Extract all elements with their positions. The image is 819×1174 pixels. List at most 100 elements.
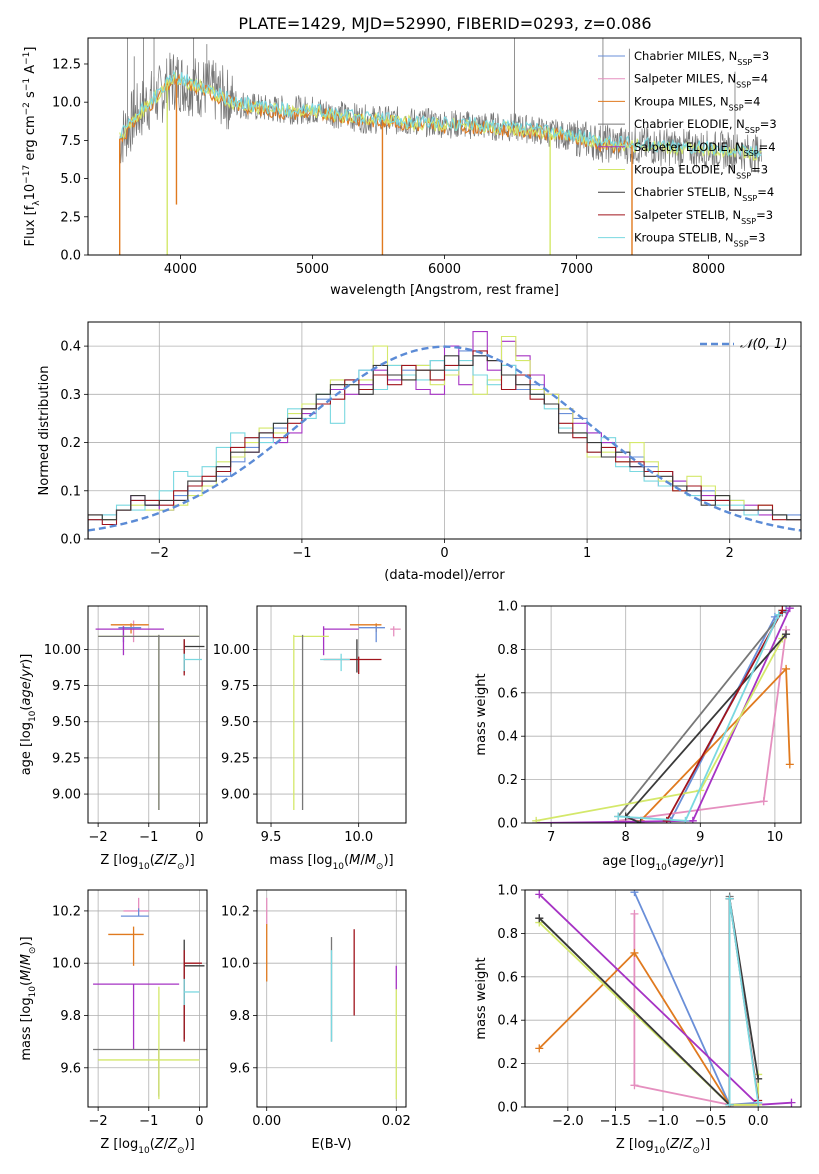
x-tick-label: −0.5 [695, 1114, 727, 1129]
x-tick-label: 4000 [164, 262, 197, 277]
y-tick-label: 0.4 [497, 1014, 518, 1029]
y-tick-label: 10.0 [52, 96, 81, 111]
observed-spectrum-line [119, 52, 762, 174]
age_vs_mass-plot-area [257, 606, 406, 823]
errorbar-kroupa_elodie [293, 634, 329, 810]
y-axis-label: Flux [fλ10−17 erg cm−2 s−1 A−1] [22, 47, 42, 247]
weight-marker [535, 914, 544, 923]
x-tick-label: 10.0 [344, 830, 373, 845]
legend-label: Kroupa ELODIE, NSSP=3 [634, 163, 768, 181]
weight_vs_z-plot-area [525, 890, 801, 1107]
errorbar-salpeter_elodie [322, 626, 359, 656]
weight-marker [636, 819, 645, 823]
y-axis-label: age [log10(age/yr)] [19, 654, 38, 776]
weight-series-chabrier_miles [630, 890, 763, 1107]
x-tick-label: 7000 [560, 262, 593, 277]
plots-layer: 4000 5000 6000 7000 80000.02.55.07.510.012.5… [19, 37, 802, 1156]
age_vs_z-panel: −2 −1 0 9.00 9.25 9.50 9.75 10.00 Z [log10(Z/Z⊙)… [19, 605, 208, 872]
y-tick-label: 9.75 [221, 679, 250, 694]
x-tick-label: 6000 [428, 262, 461, 277]
spectrum-panel: 4000 5000 6000 7000 8000 0.0 2.5 5.0 7.5 10.0 12.5… [22, 37, 802, 298]
x-tick-label: 0 [195, 830, 203, 845]
weight-marker [782, 664, 791, 673]
errorbar-kroupa_stelib [183, 653, 202, 672]
x-tick-label: 2 [726, 546, 734, 561]
legend-label: Kroupa MILES, NSSP=4 [634, 94, 760, 112]
residuals-plot-area [88, 322, 801, 539]
legend-label: Kroupa STELIB, NSSP=3 [634, 231, 765, 249]
errorbar-salpeter_miles [390, 626, 401, 637]
y-tick-label: 0.1 [60, 484, 81, 499]
legend-label: Chabrier ELODIE, NSSP=3 [634, 117, 777, 135]
weight-series-salpeter_stelib [662, 606, 787, 823]
legend-entry: Kroupa STELIB, NSSP=3 [598, 231, 765, 249]
y-tick-label: 0.6 [497, 970, 518, 985]
weight-series-chabrier_miles [666, 606, 791, 823]
axes-frame [87, 321, 802, 540]
y-tick-label: 10.2 [52, 904, 81, 919]
weight-marker [725, 1100, 734, 1107]
age_vs_mass-panel: 9.5 10.0 9.00 9.25 9.50 9.75 10.00 mass [log10(… [213, 605, 407, 872]
y-axis-label: Normed distribution [37, 366, 52, 496]
weight-marker [785, 606, 794, 613]
weight-marker [662, 816, 671, 823]
x-tick-label: 0.00 [252, 1114, 281, 1129]
x-tick-label: −1.0 [647, 1114, 679, 1129]
weight-series-salpeter_elodie [535, 890, 796, 1107]
x-tick-label: −2 [89, 1114, 108, 1129]
y-axis-label: mass weight [474, 673, 489, 755]
errorbar-chabrier_miles [358, 626, 385, 643]
mass_vs_ebv-panel: 0.00 0.02 9.6 9.8 10.0 10.2 E(B-V) [221, 889, 411, 1152]
x-axis-label: (data-model)/error [384, 568, 505, 583]
weight_vs_z-panel: −2.0 −1.5 −1.0 −0.5 0.0 0.0 0.2 0.4 0.6 0.8 1.0 Z [… [474, 884, 802, 1156]
y-tick-label: 0.0 [497, 817, 518, 832]
y-tick-label: 0.6 [497, 686, 518, 701]
weight-marker [787, 1098, 796, 1107]
y-tick-label: 5.0 [60, 172, 81, 187]
axes-frame [524, 605, 802, 824]
errorbar-chabrier_elodie [93, 1048, 207, 1097]
figure-title: PLATE=1429, MJD=52990, FIBERID=0293, z=0… [238, 14, 651, 33]
y-tick-label: 9.00 [221, 788, 250, 803]
normal-distribution-curve [88, 345, 801, 532]
errorbar-kroupa_miles [110, 623, 149, 634]
x-tick-label: 0.0 [748, 1114, 769, 1129]
x-tick-label: −2 [150, 546, 169, 561]
y-tick-label: 9.25 [221, 751, 250, 766]
x-axis-label: E(B-V) [311, 1137, 351, 1152]
x-tick-label: −2.0 [552, 1114, 584, 1129]
mass_vs_z-panel: −2 −1 0 9.6 9.8 10.0 10.2 Z [log10(Z/Z⊙)] mass [… [19, 889, 208, 1156]
x-tick-label: −1 [139, 1114, 158, 1129]
y-tick-label: 0.8 [497, 643, 518, 658]
y-tick-label: 0.2 [497, 1057, 518, 1072]
model-spectrum-line [119, 72, 633, 154]
histogram-step-kroupa_stelib [88, 360, 801, 539]
x-axis-label: wavelength [Angstrom, rest frame] [330, 283, 559, 298]
y-tick-label: 1.0 [497, 600, 518, 615]
y-tick-label: 2.5 [60, 210, 81, 225]
legend-label: Salpeter MILES, NSSP=4 [634, 72, 768, 90]
weight-series-kroupa_elodie [532, 634, 787, 823]
x-axis-label: mass [log10(M/M⊙)] [269, 853, 393, 872]
x-tick-label: 5000 [296, 262, 329, 277]
weight-marker [630, 890, 639, 897]
histogram-step-chabrier_stelib [88, 355, 801, 539]
residuals-panel: −2 −1 0 1 2 0.0 0.1 0.2 0.3 0.4 (data-model)/error… [37, 321, 802, 583]
legend-entry: Salpeter ELODIE, NSSP=4 [598, 140, 776, 157]
y-tick-label: 9.00 [52, 788, 81, 803]
weight-marker [754, 1098, 763, 1107]
errorbar-chabrier_miles [120, 908, 149, 917]
y-tick-label: 0.2 [60, 436, 81, 451]
age_vs_z-plot-area [88, 606, 207, 823]
x-tick-label: −2 [89, 830, 108, 845]
y-tick-label: 9.75 [52, 679, 81, 694]
errorbar-kroupa_stelib [183, 978, 200, 1006]
y-tick-label: 0.0 [60, 533, 81, 548]
legend-entry: Chabrier STELIB, NSSP=4 [598, 185, 774, 203]
weight-marker [778, 606, 787, 615]
weight_vs_age-panel: 7 8 9 10 0.0 0.2 0.4 0.6 0.8 1.0 age [log10(age/yr… [474, 600, 802, 873]
x-tick-label: 0 [195, 1114, 203, 1129]
x-tick-label: −1 [292, 546, 311, 561]
y-tick-label: 7.5 [60, 134, 81, 149]
weight-series-kroupa_miles [535, 948, 763, 1107]
